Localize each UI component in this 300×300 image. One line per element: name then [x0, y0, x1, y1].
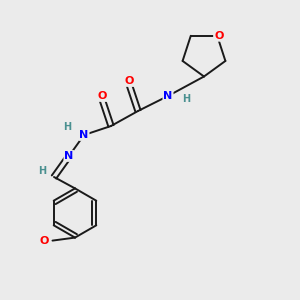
Text: O: O	[39, 236, 49, 246]
Text: H: H	[182, 94, 190, 104]
Text: O: O	[124, 76, 134, 86]
Text: N: N	[80, 130, 88, 140]
Text: H: H	[38, 166, 46, 176]
Text: O: O	[97, 91, 107, 101]
Text: O: O	[214, 31, 224, 41]
Text: N: N	[64, 151, 74, 161]
Text: H: H	[63, 122, 72, 133]
Text: N: N	[164, 91, 172, 101]
